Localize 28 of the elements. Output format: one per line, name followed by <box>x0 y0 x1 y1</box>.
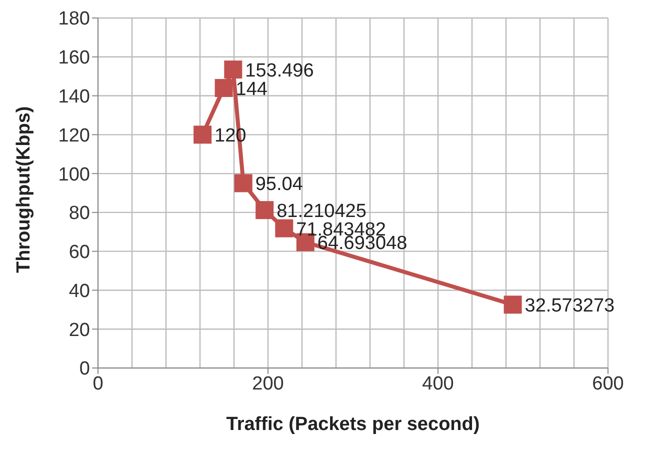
y-tick-label: 20 <box>68 320 90 341</box>
y-tick-label: 0 <box>79 358 90 380</box>
y-tick-label: 60 <box>68 242 90 264</box>
point <box>224 60 242 79</box>
y-tick-label: 120 <box>58 125 90 146</box>
y-tick-label: 100 <box>58 164 90 186</box>
data-label: 144 <box>236 79 268 100</box>
x-tick-label: 0 <box>92 373 104 394</box>
x-tick-label: 400 <box>422 373 454 394</box>
y-axis-title: Throughput(Kbps) <box>14 106 35 273</box>
y-tick-label: 160 <box>58 48 90 69</box>
x-tick-label: 600 <box>592 373 624 394</box>
data-label: 153.496 <box>245 60 314 82</box>
point <box>275 219 294 238</box>
y-tick-label: 180 <box>58 8 90 30</box>
point <box>234 174 252 192</box>
point <box>256 201 274 220</box>
y-tick-label: 140 <box>58 86 90 108</box>
data-label: 95.04 <box>255 174 304 196</box>
x-tick-label: 200 <box>252 373 284 394</box>
y-tick-label: 40 <box>68 280 90 302</box>
point <box>194 126 212 144</box>
y-tick-label: 80 <box>68 203 90 224</box>
point <box>504 296 522 314</box>
x-axis-title: Traffic (Packets per second) <box>226 414 480 435</box>
data-label: 32.573273 <box>524 296 615 317</box>
data-label: 81.210425 <box>276 201 366 222</box>
point <box>214 79 233 97</box>
